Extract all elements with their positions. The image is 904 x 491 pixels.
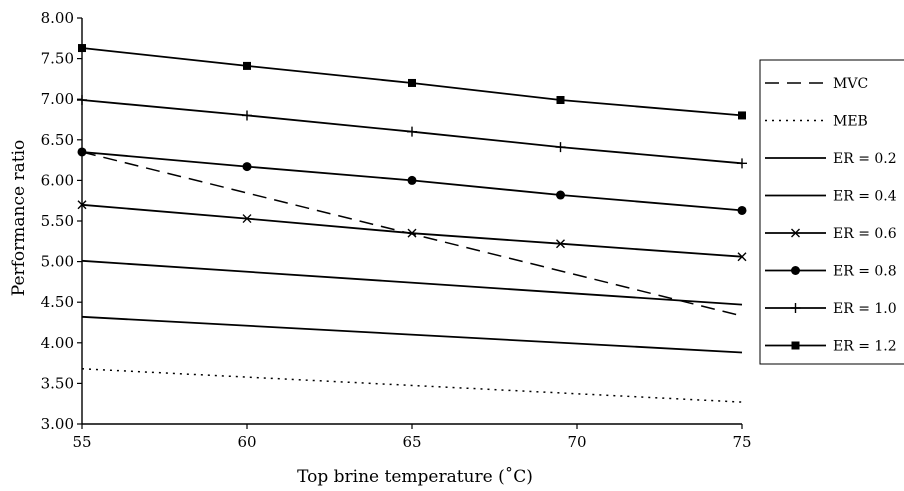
data-point-er-1-2 <box>738 111 746 119</box>
y-ticks: 3.00 3.50 4.00 4.50 5.00 5.50 6.00 6.50 7.00 7.50… <box>41 9 82 433</box>
y-tick-label: 6.00 <box>41 171 74 189</box>
data-point-er-1-0 <box>242 110 252 120</box>
data-point-er-0-8 <box>738 206 747 215</box>
data-point-er-1-0 <box>77 95 87 105</box>
plot-lines <box>77 44 747 402</box>
x-ticks: 55 60 65 70 75 <box>72 424 751 451</box>
legend-marker-er-0-8 <box>791 266 800 275</box>
series-line-er-0-4 <box>82 261 742 305</box>
legend-label-mvc: MVC <box>833 76 868 92</box>
x-tick-label: 55 <box>72 433 91 451</box>
axes <box>82 18 742 424</box>
y-tick-label: 7.50 <box>41 50 74 68</box>
data-point-er-1-2 <box>408 79 416 87</box>
y-axis-title: Performance ratio <box>9 140 29 296</box>
y-tick-label: 3.00 <box>41 415 74 433</box>
legend-label-er-1-0: ER = 1.0 <box>833 301 897 317</box>
legend-marker-er-1-2 <box>792 342 800 350</box>
data-point-er-0-8 <box>78 147 87 156</box>
series-line-meb <box>82 369 742 402</box>
x-axis-title: Top brine temperature (˚C) <box>297 467 533 487</box>
y-tick-label: 7.00 <box>41 90 74 108</box>
data-point-er-1-2 <box>243 62 251 70</box>
x-tick-label: 65 <box>402 433 421 451</box>
legend-label-er-1-2: ER = 1.2 <box>833 339 897 355</box>
data-point-er-0-8 <box>243 162 252 171</box>
y-tick-label: 6.50 <box>41 131 74 149</box>
y-tick-label: 8.00 <box>41 9 74 27</box>
x-tick-label: 60 <box>237 433 256 451</box>
legend-label-er-0-4: ER = 0.4 <box>833 189 897 205</box>
y-tick-label: 3.50 <box>41 374 74 392</box>
legend: MVC MEB ER = 0.2 ER = 0.4 ER = 0.6 ER = 0.8 ER… <box>760 60 904 364</box>
legend-box <box>760 60 904 364</box>
series-line-er-0-2 <box>82 317 742 353</box>
data-point-er-1-2 <box>557 96 565 104</box>
data-point-er-1-0 <box>407 127 417 137</box>
data-point-er-1-0 <box>737 158 747 168</box>
series-line-er-0-6 <box>82 205 742 257</box>
y-tick-label: 5.00 <box>41 253 74 271</box>
data-point-er-1-2 <box>78 44 86 52</box>
data-point-er-0-8 <box>556 191 565 200</box>
x-tick-label: 75 <box>732 433 751 451</box>
legend-label-er-0-2: ER = 0.2 <box>833 151 897 167</box>
legend-label-er-0-8: ER = 0.8 <box>833 264 897 280</box>
y-tick-label: 5.50 <box>41 212 74 230</box>
y-tick-label: 4.50 <box>41 293 74 311</box>
data-point-er-1-0 <box>556 142 566 152</box>
data-point-er-0-8 <box>408 176 417 185</box>
x-tick-label: 70 <box>567 433 586 451</box>
y-tick-label: 4.00 <box>41 334 74 352</box>
legend-label-er-0-6: ER = 0.6 <box>833 226 897 242</box>
legend-label-meb: MEB <box>833 114 868 130</box>
